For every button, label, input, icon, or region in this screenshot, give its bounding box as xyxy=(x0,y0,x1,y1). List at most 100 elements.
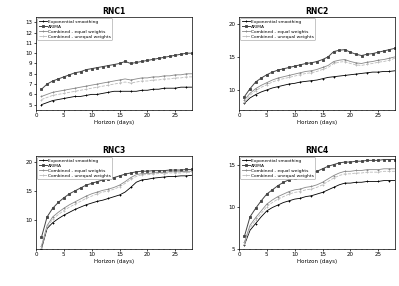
Exponential smoothing xyxy=(140,178,144,182)
Exponential smoothing xyxy=(354,180,358,184)
Exponential smoothing xyxy=(61,97,66,100)
Exponential smoothing xyxy=(50,99,55,102)
ARIMA xyxy=(354,160,358,163)
Title: RNC2: RNC2 xyxy=(305,7,328,16)
Exponential smoothing xyxy=(84,203,89,206)
Combined - unequal weights xyxy=(265,83,269,86)
Combined - unequal weights xyxy=(117,81,122,85)
Combined - equal weights xyxy=(61,89,66,92)
Combined - equal weights xyxy=(167,74,172,78)
Exponential smoothing xyxy=(370,70,375,74)
Exponential smoothing xyxy=(101,92,105,95)
Combined - unequal weights xyxy=(173,76,178,80)
Combined - equal weights xyxy=(39,95,44,98)
Exponential smoothing xyxy=(281,201,286,204)
X-axis label: Horizon (days): Horizon (days) xyxy=(94,120,134,125)
ARIMA xyxy=(184,168,189,171)
Exponential smoothing xyxy=(253,222,258,225)
Combined - unequal weights xyxy=(156,78,161,82)
Exponential smoothing xyxy=(61,214,66,217)
X-axis label: Horizon (days): Horizon (days) xyxy=(297,120,337,125)
Combined - equal weights xyxy=(292,188,297,192)
Combined - equal weights xyxy=(354,61,358,65)
Combined - equal weights xyxy=(387,56,392,60)
Exponential smoothing xyxy=(173,175,178,178)
ARIMA xyxy=(117,174,122,178)
ARIMA xyxy=(134,170,139,174)
Combined - equal weights xyxy=(123,180,128,183)
ARIMA xyxy=(128,171,133,175)
Exponential smoothing xyxy=(337,74,342,78)
Combined - equal weights xyxy=(276,195,280,198)
ARIMA xyxy=(337,49,342,52)
ARIMA xyxy=(112,176,117,179)
Title: RNC1: RNC1 xyxy=(103,7,126,16)
Exponential smoothing xyxy=(89,93,94,96)
Combined - unequal weights xyxy=(106,84,111,87)
ARIMA xyxy=(128,62,133,65)
ARIMA xyxy=(61,75,66,79)
Legend: Exponential smoothing, ARIMA, Combined - equal weights, Combined - unequal weigh: Exponential smoothing, ARIMA, Combined -… xyxy=(37,158,112,179)
Exponential smoothing xyxy=(50,221,55,225)
Combined - equal weights xyxy=(173,73,178,77)
Combined - equal weights xyxy=(134,173,139,176)
Exponential smoothing xyxy=(387,70,392,73)
Combined - equal weights xyxy=(286,74,291,77)
ARIMA xyxy=(242,95,247,98)
ARIMA xyxy=(270,70,275,74)
Combined - unequal weights xyxy=(276,197,280,201)
Exponential smoothing xyxy=(309,194,314,197)
Combined - equal weights xyxy=(348,170,353,173)
ARIMA xyxy=(117,62,122,65)
Combined - unequal weights xyxy=(387,58,392,62)
Combined - equal weights xyxy=(303,70,308,73)
Combined - unequal weights xyxy=(326,66,330,69)
Combined - unequal weights xyxy=(253,89,258,92)
Combined - equal weights xyxy=(178,73,183,77)
ARIMA xyxy=(167,55,172,58)
Exponential smoothing xyxy=(393,69,397,72)
Exponential smoothing xyxy=(112,90,117,93)
Combined - equal weights xyxy=(134,77,139,81)
ARIMA xyxy=(303,62,308,65)
ARIMA xyxy=(61,196,66,200)
Combined - equal weights xyxy=(78,86,83,89)
Exponential smoothing xyxy=(292,82,297,85)
Line: Exponential smoothing: Exponential smoothing xyxy=(40,86,194,106)
Combined - equal weights xyxy=(173,170,178,174)
Combined - equal weights xyxy=(292,72,297,76)
Line: Exponential smoothing: Exponential smoothing xyxy=(40,174,194,250)
Exponential smoothing xyxy=(167,86,172,90)
Combined - unequal weights xyxy=(78,89,83,92)
Combined - equal weights xyxy=(331,174,336,177)
Combined - unequal weights xyxy=(314,70,319,73)
ARIMA xyxy=(156,57,161,60)
Exponential smoothing xyxy=(117,193,122,197)
Combined - unequal weights xyxy=(348,172,353,176)
ARIMA xyxy=(303,173,308,176)
Exponential smoothing xyxy=(359,72,364,75)
Exponential smoothing xyxy=(393,179,397,182)
Line: Combined - equal weights: Combined - equal weights xyxy=(40,72,194,98)
Combined - unequal weights xyxy=(259,212,264,215)
Combined - equal weights xyxy=(78,197,83,201)
Line: Combined - unequal weights: Combined - unequal weights xyxy=(40,171,194,249)
Combined - equal weights xyxy=(95,190,100,194)
ARIMA xyxy=(331,50,336,53)
Combined - unequal weights xyxy=(134,175,139,178)
ARIMA xyxy=(56,201,61,204)
Combined - equal weights xyxy=(67,203,72,206)
Combined - unequal weights xyxy=(286,76,291,79)
Combined - equal weights xyxy=(145,76,150,80)
ARIMA xyxy=(123,60,128,63)
ARIMA xyxy=(145,170,150,173)
Combined - unequal weights xyxy=(95,86,100,89)
Exponential smoothing xyxy=(342,74,347,77)
ARIMA xyxy=(106,177,111,180)
ARIMA xyxy=(140,170,144,173)
Combined - unequal weights xyxy=(73,202,77,206)
Combined - equal weights xyxy=(162,74,166,78)
Combined - unequal weights xyxy=(190,171,194,174)
ARIMA xyxy=(173,168,178,172)
Combined - equal weights xyxy=(95,82,100,86)
